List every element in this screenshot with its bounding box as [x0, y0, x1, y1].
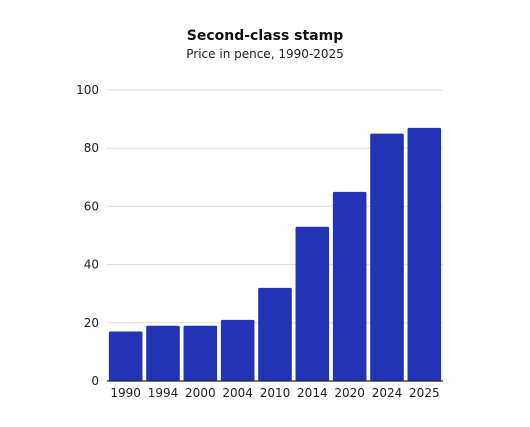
bar [220, 319, 255, 381]
y-tick-label: 60 [84, 199, 99, 213]
chart-subtitle: Price in pence, 1990-2025 [186, 47, 344, 61]
bar [183, 325, 218, 381]
x-tick-label: 1994 [148, 386, 179, 400]
bar [295, 226, 330, 381]
bar [332, 191, 367, 381]
x-tick-label: 2024 [372, 386, 403, 400]
y-tick-label: 40 [84, 258, 99, 272]
x-tick-label: 2020 [334, 386, 365, 400]
x-tick-label: 2010 [260, 386, 291, 400]
x-tick-label: 2014 [297, 386, 328, 400]
x-tick-label: 1990 [110, 386, 141, 400]
bar [370, 133, 404, 381]
x-tick-label: 2004 [222, 386, 253, 400]
bar [108, 331, 143, 381]
x-tick-label: 2025 [409, 386, 440, 400]
y-tick-label: 0 [91, 374, 99, 388]
x-tick-label: 2000 [185, 386, 216, 400]
bar [407, 127, 442, 381]
y-tick-label: 80 [84, 141, 99, 155]
y-tick-label: 20 [84, 316, 99, 330]
bar [146, 325, 180, 381]
chart-title: Second-class stamp [186, 28, 344, 44]
y-tick-label: 100 [76, 83, 99, 97]
bar [258, 287, 292, 381]
